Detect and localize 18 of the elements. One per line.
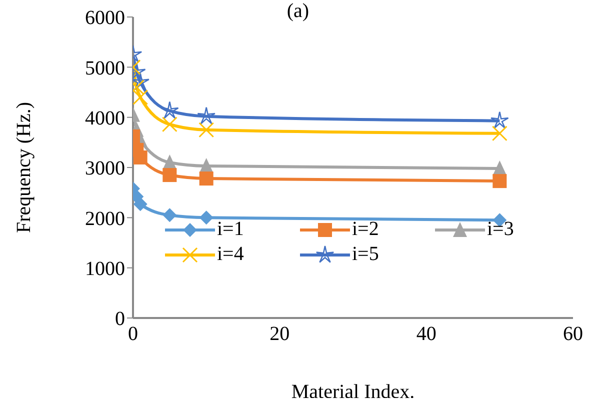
- y-tick-label: 0: [115, 308, 125, 330]
- y-axis-title: Frequency (Hz.): [13, 102, 36, 234]
- chart-title: (a): [286, 0, 310, 22]
- y-tick-label: 2000: [85, 208, 125, 230]
- legend-label: i=3: [487, 218, 514, 241]
- x-axis-title: Material Index.: [291, 381, 415, 400]
- y-tick-label: 5000: [85, 57, 125, 80]
- legend-label: i=1: [217, 218, 244, 241]
- x-tick-label: 60: [563, 323, 583, 346]
- y-tick-label: 4000: [85, 107, 125, 130]
- legend-label: i=2: [352, 218, 379, 241]
- legend-label: i=5: [352, 243, 379, 266]
- y-tick-label: 6000: [85, 7, 125, 30]
- x-tick-label: 20: [270, 323, 290, 346]
- x-tick-label: 40: [416, 323, 436, 346]
- y-tick-label: 3000: [85, 158, 125, 180]
- y-tick-label: 1000: [85, 258, 125, 280]
- legend-label: i=4: [217, 243, 244, 266]
